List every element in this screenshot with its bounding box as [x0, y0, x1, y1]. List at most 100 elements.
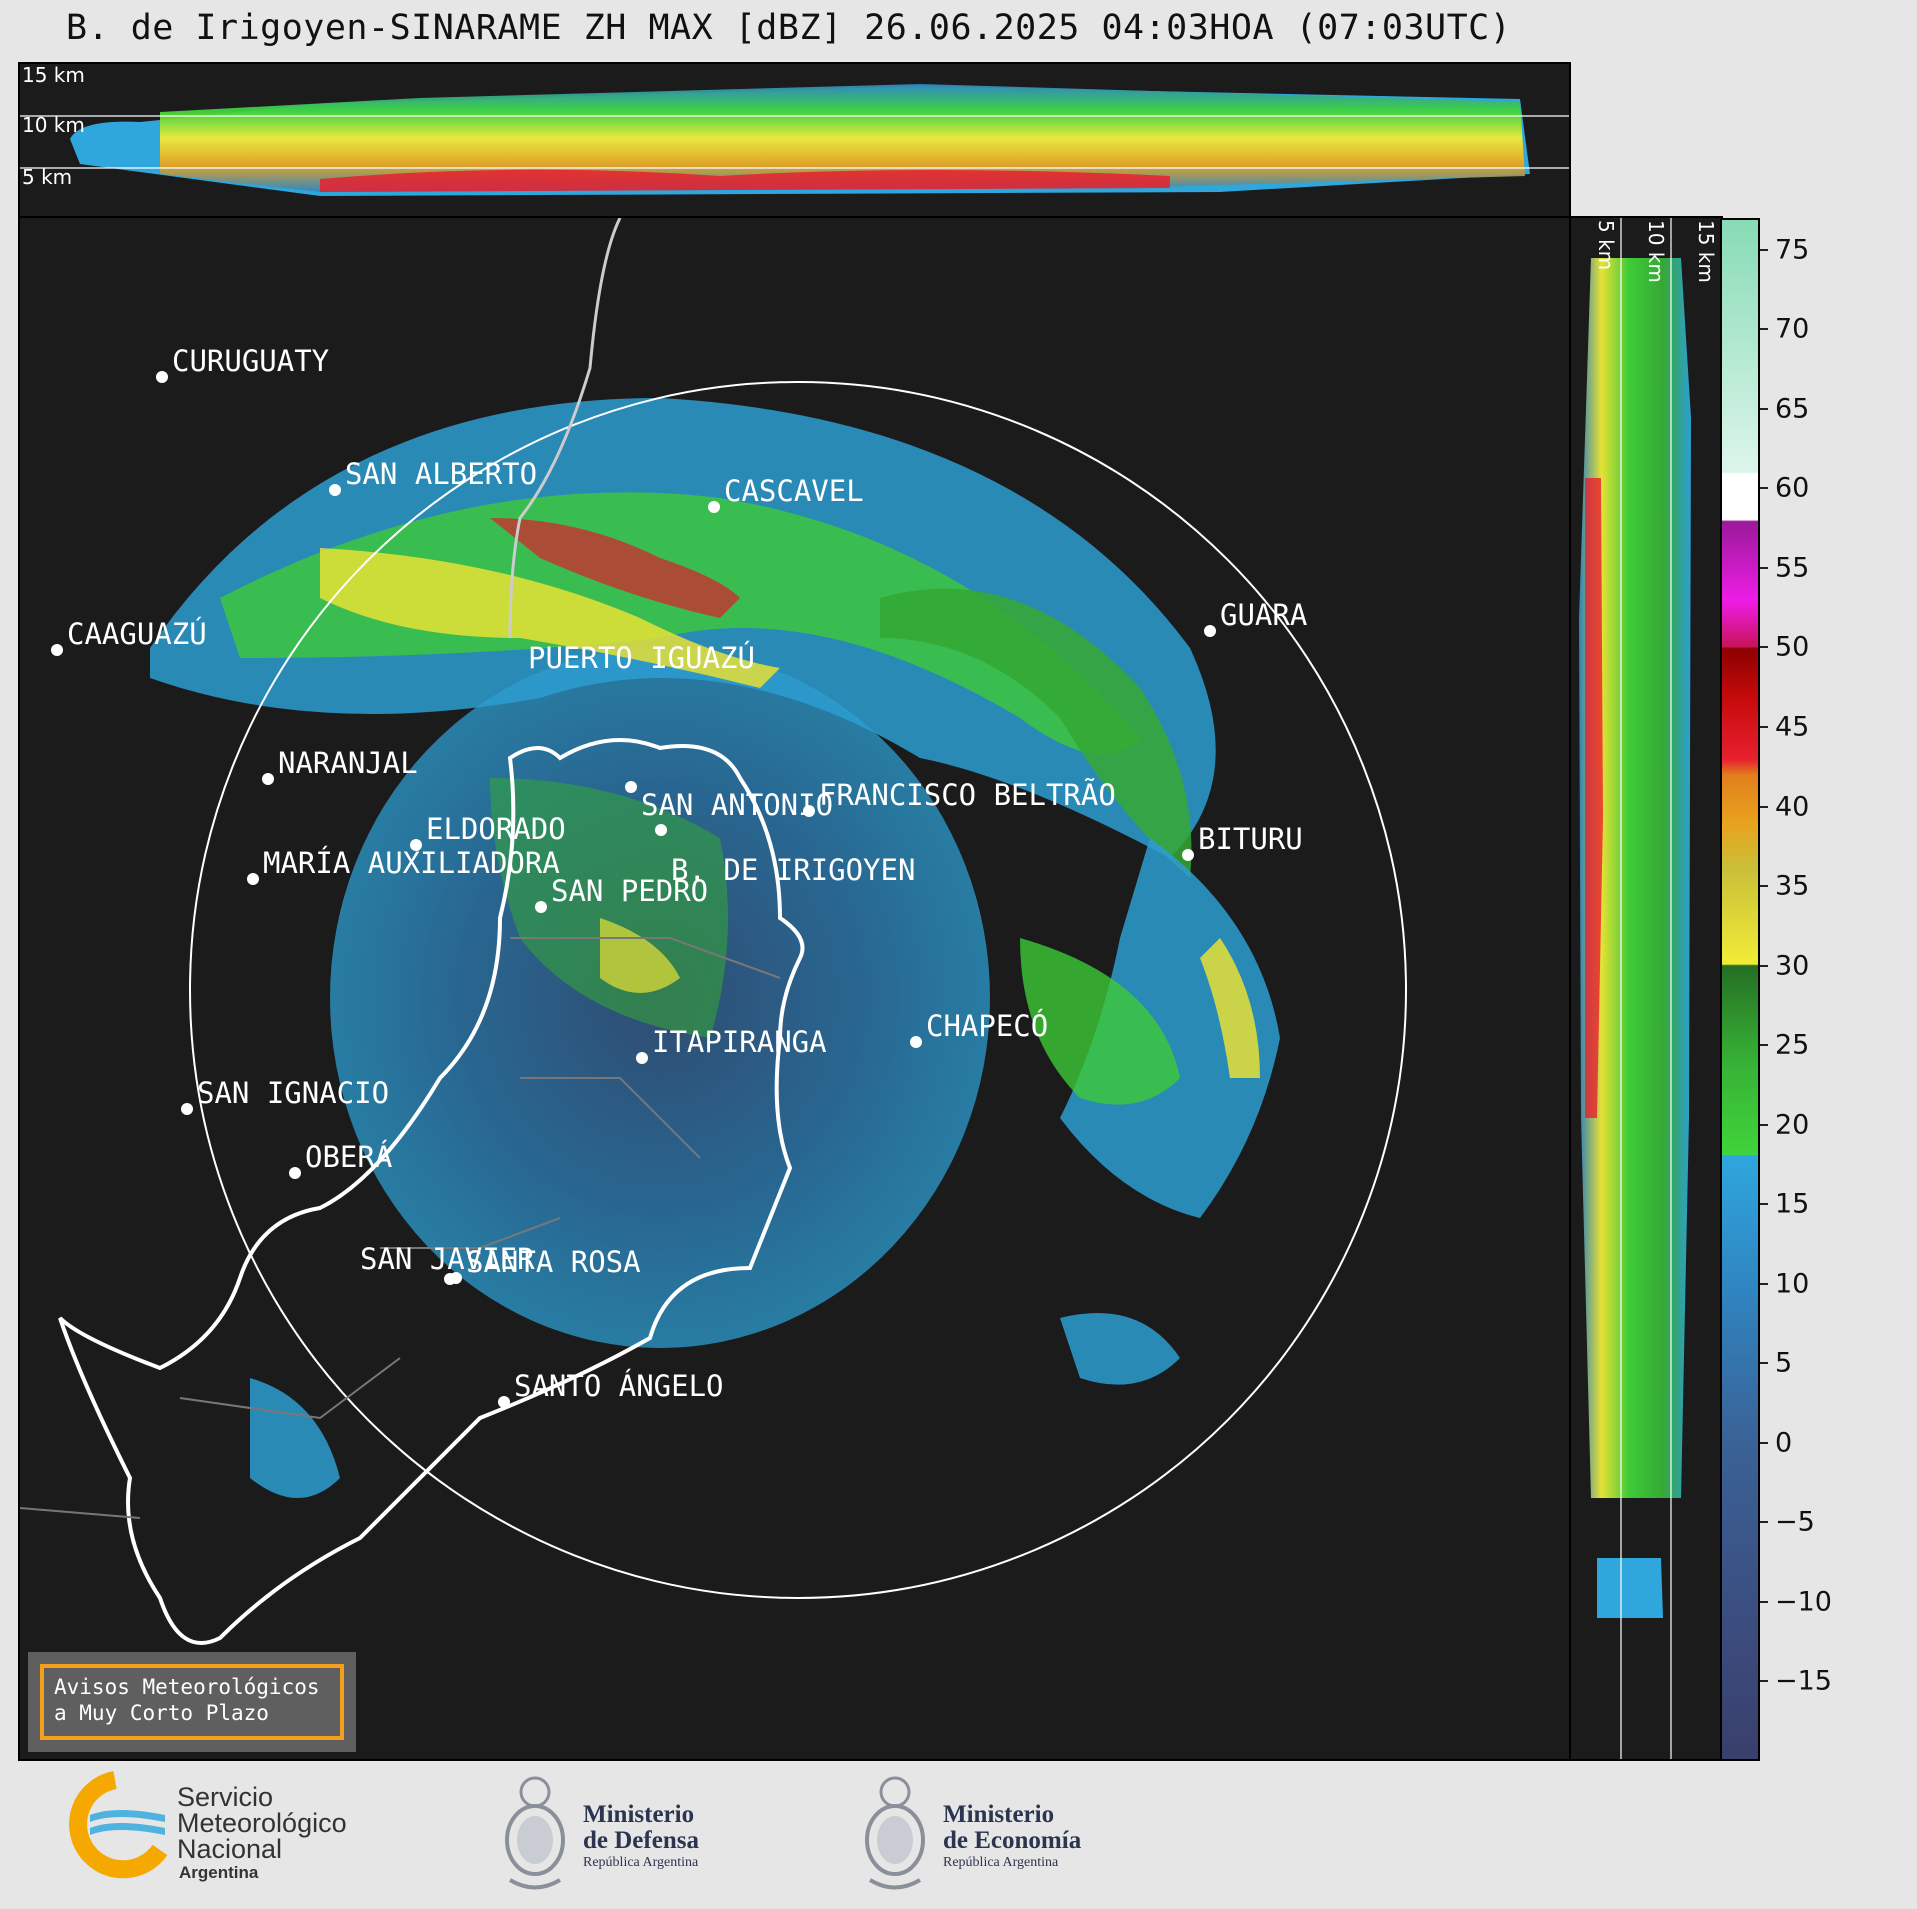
argentina-coat-of-arms-icon [865, 1776, 925, 1890]
colorbar-tick [1760, 1521, 1768, 1524]
colorbar-tick-label: 5 [1775, 1347, 1793, 1379]
colorbar-tick-label: 30 [1775, 950, 1810, 982]
smn-logo: Servicio Meteorológico Nacional Argentin… [55, 1770, 347, 1882]
top-echo-core [320, 169, 1170, 192]
colorbar-tick [1760, 1044, 1768, 1047]
colorbar-tick [1760, 964, 1768, 967]
city-marker: ELDORADO [410, 812, 566, 851]
city-dot [289, 1167, 301, 1179]
top-label-5km: 5 km [22, 165, 72, 189]
radar-map-panel: CURUGUATY SAN ALBERTO CASCAVEL CAAGUAZÚ GUAR… [18, 216, 1571, 1761]
city-marker: MARÍA AUXILIADORA [247, 846, 560, 885]
city-marker: CAAGUAZÚ [51, 617, 207, 656]
city-dot [51, 644, 63, 656]
colorbar-tick-label: 40 [1775, 791, 1810, 823]
colorbar-tick-label: 50 [1775, 631, 1810, 663]
colorbar-tick-label: 25 [1775, 1029, 1810, 1061]
city-label: CURUGUATY [172, 344, 329, 378]
smn-line-1: Servicio [177, 1782, 274, 1812]
economia-line-1: Ministerio [943, 1801, 1055, 1828]
warning-box: Avisos Meteorológicos a Muy Corto Plazo [28, 1652, 356, 1752]
top-height-profile-panel: 15 km 10 km 5 km [18, 62, 1571, 218]
colorbar-tick-label: 20 [1775, 1109, 1810, 1141]
side-label-15km: 15 km [1694, 220, 1718, 283]
city-dot [247, 873, 259, 885]
city-marker: CASCAVEL [708, 474, 864, 513]
city-marker: FRANCISCO BELTRÃO [803, 778, 1116, 817]
city-dot [910, 1036, 922, 1048]
city-label: FRANCISCO BELTRÃO [819, 778, 1116, 812]
radar-range-circle [189, 381, 1407, 1599]
colorbar-tick-label: −5 [1775, 1506, 1815, 1538]
colorbar-tick [1760, 805, 1768, 808]
colorbar-tick-label: 35 [1775, 870, 1810, 902]
argentina-coat-of-arms-icon [505, 1776, 565, 1890]
side-height-profile-panel: 5 km 10 km 15 km [1569, 216, 1723, 1761]
city-label: SANTO ÁNGELO [514, 1369, 724, 1403]
colorbar-tick [1760, 726, 1768, 729]
city-marker: ITAPIRANGA [636, 1025, 827, 1064]
side-echo-band [1579, 258, 1691, 1498]
city-marker: SANTO ÁNGELO [498, 1369, 724, 1408]
city-marker: SAN IGNACIO [181, 1076, 389, 1115]
colorbar-tick [1760, 487, 1768, 490]
city-dot [708, 501, 720, 513]
city-dot [410, 839, 422, 851]
city-label: B. DE IRIGOYEN [671, 853, 915, 887]
city-marker: OBERÁ [289, 1140, 392, 1179]
warning-line-1: Avisos Meteorológicos [54, 1675, 320, 1699]
colorbar-tick [1760, 328, 1768, 331]
city-dot [1204, 625, 1216, 637]
colorbar-tick-label: 55 [1775, 552, 1810, 584]
smn-emblem-icon [69, 1771, 168, 1879]
colorbar-tick [1760, 1441, 1768, 1444]
city-label: NARANJAL [278, 746, 418, 780]
city-label: OBERÁ [305, 1140, 392, 1174]
reflectivity-colorbar [1720, 218, 1760, 1761]
city-label: ELDORADO [426, 812, 566, 846]
colorbar-tick-label: 10 [1775, 1268, 1810, 1300]
city-marker: SAN ALBERTO [329, 457, 537, 496]
city-label: SAN ANTONIO [641, 788, 833, 822]
colorbar-tick [1760, 1600, 1768, 1603]
city-dot [156, 371, 168, 383]
city-label: SAN ALBERTO [345, 457, 537, 491]
city-dot [498, 1396, 510, 1408]
city-label: ITAPIRANGA [652, 1025, 827, 1059]
smn-line-4: Argentina [179, 1863, 259, 1882]
city-marker: BITURU [1182, 822, 1303, 861]
colorbar-tick [1760, 566, 1768, 569]
city-label: CHAPECÓ [926, 1009, 1048, 1043]
defensa-line-1: Ministerio [583, 1801, 695, 1828]
city-marker: SAN ANTONIO [625, 781, 833, 822]
city-label: SAN JAVIER [360, 1242, 535, 1276]
economia-line-3: República Argentina [943, 1855, 1059, 1870]
city-dot [1182, 849, 1194, 861]
city-label: SANTA ROSA [466, 1245, 641, 1279]
economia-logo: Ministerio de Economía República Argenti… [855, 1770, 1081, 1900]
city-marker: SANTA ROSA [450, 1245, 641, 1284]
city-dot [329, 484, 341, 496]
city-label: CAAGUAZÚ [67, 617, 207, 651]
province-lines [20, 937, 781, 1519]
city-dot [181, 1103, 193, 1115]
colorbar-tick-label: 45 [1775, 711, 1810, 743]
city-label: PUERTO IGUAZÚ [528, 641, 755, 675]
colorbar-tick [1760, 248, 1768, 251]
colorbar-tick [1760, 407, 1768, 410]
city-marker: SAN PEDRO [535, 874, 708, 913]
colorbar-tick-label: 75 [1775, 234, 1810, 266]
border-line-white [58, 738, 805, 1645]
city-label: SAN IGNACIO [197, 1076, 389, 1110]
colorbar-tick-label: 70 [1775, 313, 1810, 345]
city-label: BITURU [1198, 822, 1303, 856]
city-label: SAN PEDRO [551, 874, 708, 908]
city-marker: CHAPECÓ [910, 1009, 1048, 1048]
city-dot [262, 773, 274, 785]
reflectivity-echoes [150, 398, 1280, 1498]
top-echo-band [160, 84, 1525, 192]
colorbar-tick [1760, 1362, 1768, 1365]
city-marker: B. DE IRIGOYEN [655, 824, 915, 887]
colorbar-tick-label: 15 [1775, 1188, 1810, 1220]
economia-line-2: de Economía [943, 1827, 1082, 1854]
